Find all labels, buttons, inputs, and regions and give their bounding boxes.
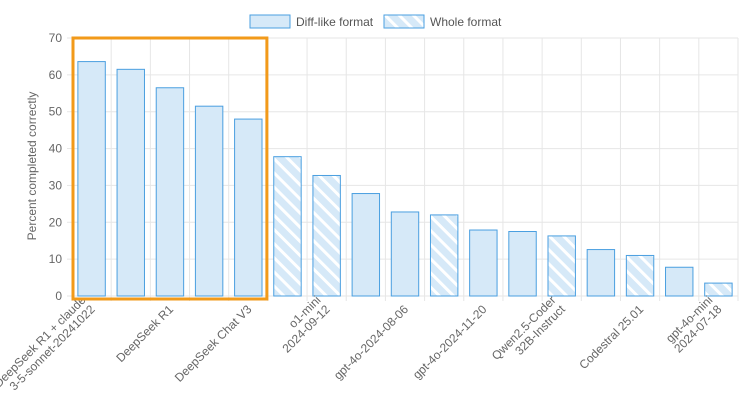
bar [351, 193, 381, 297]
y-tick-label: 60 [49, 68, 63, 82]
x-tick-label-line: DeepSeek Chat V3 [172, 302, 255, 385]
y-tick-label: 50 [49, 105, 63, 119]
bar [77, 61, 106, 297]
bar [116, 68, 145, 297]
x-tick-label: DeepSeek Chat V3 [172, 302, 255, 385]
bar [429, 214, 459, 297]
x-tick-label-line: DeepSeek R1 [113, 302, 176, 365]
x-tick-label-line: 3-5-sonnet-20241022 [7, 302, 98, 393]
y-tick-label: 40 [49, 142, 63, 156]
bar [273, 156, 302, 297]
bar [312, 174, 341, 297]
x-tick-label-line: gpt-4o-2024-11-20 [410, 302, 490, 382]
legend: Diff-like format Whole format [249, 14, 502, 29]
bar [508, 231, 537, 297]
bar [469, 229, 498, 297]
y-tick-label: 20 [49, 215, 63, 229]
legend-swatch [383, 14, 425, 29]
bar [155, 87, 185, 297]
bar [665, 266, 694, 297]
y-axis-label: Percent completed correctly [25, 92, 39, 241]
bar [625, 254, 655, 297]
bar [547, 235, 576, 297]
x-tick-label: gpt-4o-2024-08-06 [331, 302, 411, 382]
x-tick-label: DeepSeek R1 [113, 302, 176, 365]
y-axis-ticks: 0 10 20 30 40 50 60 70 [49, 31, 63, 303]
y-tick-label: 10 [49, 252, 63, 266]
bars [77, 61, 733, 297]
x-tick-label-line: Codestral 25.01 [576, 302, 646, 372]
bar [704, 282, 733, 297]
legend-label: Diff-like format [296, 15, 374, 29]
legend-label: Whole format [430, 15, 502, 29]
highlight-box [71, 36, 269, 301]
bar [390, 211, 420, 297]
bar [234, 118, 263, 297]
x-tick-label: gpt-4o-2024-11-20 [410, 302, 490, 382]
x-tick-label: Codestral 25.01 [576, 302, 646, 372]
y-tick-label: 30 [49, 178, 63, 192]
y-tick-label: 70 [49, 31, 63, 45]
legend-swatch [249, 14, 291, 29]
bar [194, 105, 224, 297]
y-tick-label: 0 [55, 289, 62, 303]
x-tick-label-line: gpt-4o-2024-08-06 [331, 302, 411, 382]
bar [586, 249, 616, 297]
